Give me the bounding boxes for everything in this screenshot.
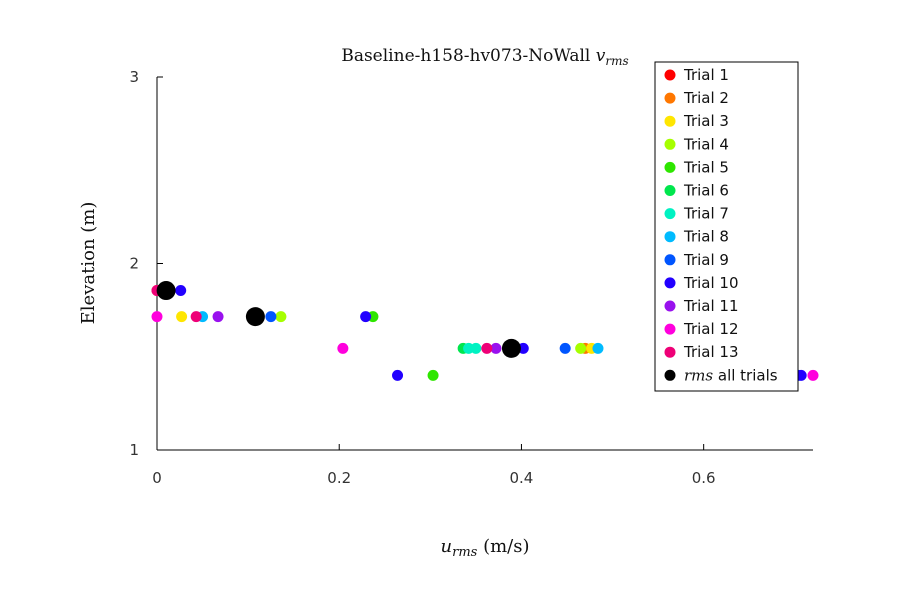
- legend-marker: [664, 254, 676, 266]
- x-tick-label: 0.2: [327, 469, 351, 487]
- y-axis-title: Elevation (m): [78, 202, 99, 325]
- legend-box: [654, 61, 799, 392]
- legend-marker: [664, 161, 676, 173]
- legend-label: Trial 9: [683, 251, 729, 269]
- data-point: [490, 342, 502, 354]
- data-point: [275, 311, 287, 323]
- legend-label: rms all trials: [684, 366, 778, 384]
- chart-title-symbol: v: [596, 46, 606, 66]
- data-point: [337, 342, 349, 354]
- legend-label: Trial 6: [683, 182, 729, 200]
- x-axis-title: urms (m/s): [441, 536, 530, 560]
- data-point: [176, 311, 188, 323]
- data-point: [212, 311, 224, 323]
- legend-marker: [664, 369, 676, 381]
- legend-label: Trial 4: [683, 135, 729, 153]
- legend-label: Trial 3: [683, 112, 729, 130]
- legend: Trial 1 Trial 2 Trial 3 Trial 4 Trial 5 Trial…: [654, 61, 799, 392]
- data-point: [517, 342, 529, 354]
- data-point: [501, 338, 521, 358]
- chart-title-text: Baseline-h158-hv073-NoWall: [341, 46, 590, 66]
- legend-label: Trial 11: [683, 297, 739, 315]
- x-tick-label: 0.4: [510, 469, 534, 487]
- legend-label: Trial 12: [683, 320, 739, 338]
- legend-marker: [664, 300, 676, 312]
- legend-label: Trial 1: [683, 66, 729, 84]
- legend-label: Trial 13: [683, 343, 739, 361]
- legend-marker: [664, 346, 676, 358]
- legend-marker: [664, 92, 676, 104]
- data-point: [392, 369, 404, 381]
- legend-marker: [664, 323, 676, 335]
- data-point: [470, 342, 482, 354]
- legend-label: Trial 10: [683, 274, 739, 292]
- legend-marker: [664, 115, 676, 127]
- x-tick-label: 0: [152, 469, 162, 487]
- data-point: [190, 311, 202, 323]
- chart-title: Baseline-h158-hv073-NoWall vrms: [341, 46, 628, 68]
- x-axis-symbol: u: [441, 536, 453, 557]
- data-point: [807, 369, 819, 381]
- x-axis-unit: (m/s): [483, 536, 529, 557]
- data-point: [175, 285, 187, 297]
- legend-marker: [664, 69, 676, 81]
- y-tick-label: 3: [129, 68, 139, 86]
- y-tick-label: 1: [129, 441, 139, 459]
- data-point: [151, 311, 163, 323]
- legend-label: Trial 8: [683, 228, 729, 246]
- legend-marker: [664, 208, 676, 220]
- data-point: [265, 311, 277, 323]
- data-point: [575, 342, 587, 354]
- legend-label: Trial 7: [683, 205, 729, 223]
- data-point: [427, 369, 439, 381]
- legend-marker: [664, 231, 676, 243]
- x-tick-label: 0.6: [692, 469, 716, 487]
- data-point: [245, 307, 265, 327]
- chart-title-symbol-sub: rms: [605, 54, 628, 68]
- x-axis-symbol-sub: rms: [452, 545, 478, 560]
- legend-marker: [664, 277, 676, 289]
- y-tick-label: 2: [129, 255, 139, 273]
- legend-marker: [664, 185, 676, 196]
- legend-marker: [664, 138, 676, 150]
- data-point: [156, 281, 176, 301]
- data-point: [481, 342, 493, 354]
- legend-label: Trial 5: [683, 158, 729, 176]
- data-point: [592, 342, 604, 354]
- legend-label: Trial 2: [683, 89, 729, 107]
- data-point: [360, 311, 372, 323]
- data-point: [559, 342, 571, 354]
